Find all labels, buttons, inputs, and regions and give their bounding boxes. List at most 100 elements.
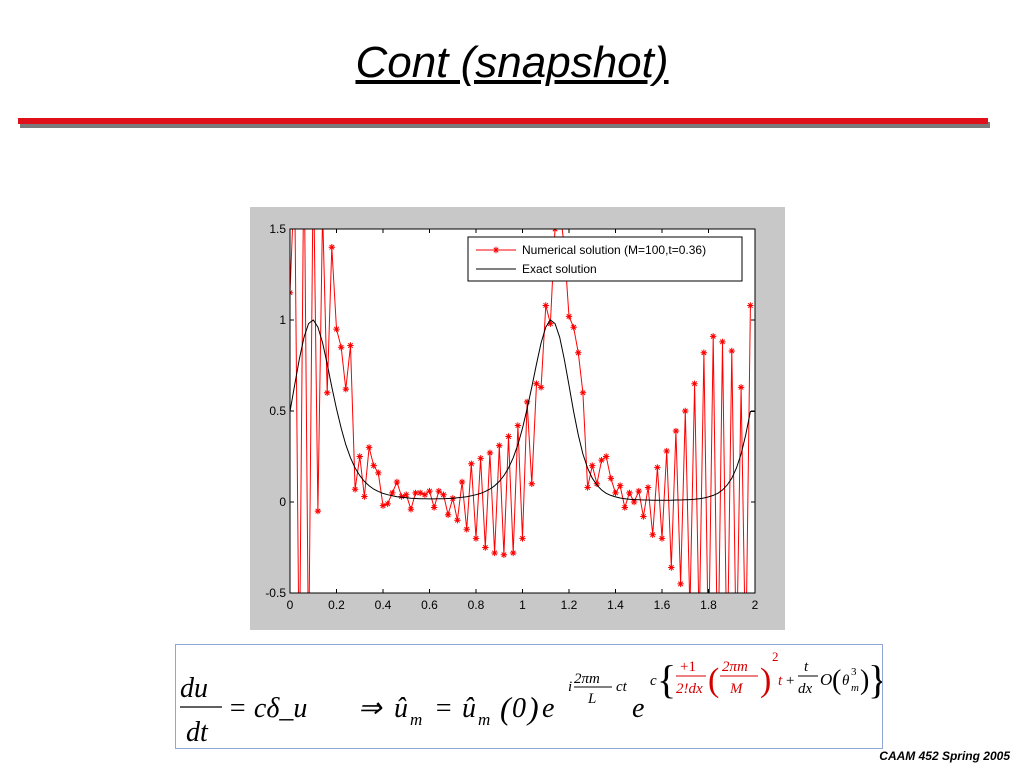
exp2-sub-m: m bbox=[851, 682, 859, 694]
numerical-point bbox=[384, 500, 391, 508]
numerical-point bbox=[630, 498, 638, 506]
numerical-point bbox=[593, 480, 601, 487]
exp2-O: O bbox=[820, 670, 832, 689]
numerical-point bbox=[654, 464, 661, 471]
numerical-point bbox=[477, 455, 484, 462]
exp2-paren2-close: ) bbox=[860, 665, 869, 696]
numerical-point bbox=[603, 453, 610, 460]
eq-lhs-num: du⃗ bbox=[180, 673, 230, 704]
exp2-brace-open: { bbox=[657, 657, 676, 702]
numerical-point bbox=[528, 480, 535, 487]
exp-i: i bbox=[568, 679, 572, 695]
numerical-point bbox=[444, 511, 452, 518]
numerical-point bbox=[668, 564, 675, 571]
numerical-point bbox=[440, 491, 447, 498]
numerical-point bbox=[393, 478, 401, 486]
eq-paren-close: ) bbox=[526, 690, 539, 726]
eq-e-2: e bbox=[632, 693, 644, 724]
y-tick-label: 0.5 bbox=[269, 404, 286, 418]
numerical-point bbox=[663, 447, 670, 455]
numerical-point bbox=[342, 385, 349, 393]
exp-L: L bbox=[587, 691, 596, 707]
numerical-point bbox=[486, 449, 494, 457]
eq-sub-m-2: m bbox=[478, 710, 490, 729]
numerical-point bbox=[640, 513, 647, 520]
numerical-point bbox=[389, 489, 396, 497]
numerical-point bbox=[407, 506, 415, 513]
numerical-solution-line bbox=[290, 229, 751, 593]
numerical-point bbox=[537, 384, 545, 391]
numerical-point bbox=[328, 244, 336, 251]
numerical-point bbox=[682, 407, 689, 415]
exp2-dx: dx bbox=[798, 681, 813, 697]
numerical-point bbox=[454, 517, 461, 524]
x-tick-label: 1.2 bbox=[561, 598, 578, 612]
numerical-point bbox=[547, 320, 554, 327]
exp2-c: c bbox=[650, 673, 657, 689]
equation: du⃗ dt = cδ_u⃗ ⇒ û m = û m ( 0 ) e i 2πm… bbox=[180, 649, 887, 748]
x-tick-label: 1 bbox=[519, 598, 526, 612]
numerical-point bbox=[430, 504, 438, 511]
footer: CAAM 452 Spring 2005 bbox=[879, 749, 1010, 763]
numerical-point bbox=[598, 456, 605, 464]
numerical-point bbox=[612, 489, 619, 497]
numerical-point bbox=[626, 489, 633, 497]
x-tick-label: 1.8 bbox=[700, 598, 717, 612]
exp2-p1: +1 bbox=[680, 659, 696, 675]
numerical-point bbox=[644, 484, 652, 491]
x-tick-label: 0.2 bbox=[328, 598, 345, 612]
eq-paren-open: ( bbox=[500, 690, 513, 726]
numerical-point bbox=[482, 544, 489, 551]
x-tick-label: 0.6 bbox=[421, 598, 438, 612]
eq-rhs: = cδ_u⃗ bbox=[228, 693, 329, 724]
numerical-point bbox=[472, 535, 480, 542]
numerical-point bbox=[565, 313, 573, 320]
numerical-point bbox=[417, 489, 424, 497]
numerical-point bbox=[621, 504, 628, 511]
slide-title: Cont (snapshot) bbox=[355, 38, 669, 87]
numerical-point bbox=[356, 453, 363, 460]
numerical-point bbox=[435, 487, 442, 495]
numerical-point bbox=[491, 549, 498, 557]
legend-box bbox=[467, 236, 743, 282]
title-rule bbox=[18, 118, 990, 128]
numerical-point bbox=[412, 489, 419, 497]
exp-2pim: 2πm bbox=[574, 671, 600, 687]
y-tick-label: 0 bbox=[279, 495, 286, 509]
numerical-point bbox=[557, 207, 563, 210]
numerical-point bbox=[379, 502, 387, 509]
chart: 0 0.2 0.4 0.6 0.8 1 1.2 1.4 1.6 1.8 2-0.500.511.5N… bbox=[265, 207, 758, 612]
eq-equals: = bbox=[434, 693, 453, 724]
plot-series-group bbox=[290, 207, 755, 593]
numerical-point bbox=[575, 349, 582, 356]
exp2-M: M bbox=[729, 681, 744, 697]
numerical-point bbox=[728, 347, 735, 355]
y-tick-label: -0.5 bbox=[265, 586, 286, 600]
exp-ct: ct bbox=[616, 679, 628, 695]
exp2-t: t bbox=[778, 673, 783, 689]
x-tick-label: 0 bbox=[287, 598, 294, 612]
numerical-point bbox=[519, 535, 526, 542]
numerical-point bbox=[570, 324, 577, 331]
eq-e-1: e bbox=[542, 693, 554, 724]
numerical-point bbox=[747, 302, 754, 309]
numerical-point bbox=[584, 484, 591, 491]
numerical-point bbox=[514, 422, 522, 429]
numerical-point bbox=[607, 475, 615, 482]
eq-uhat-2: û bbox=[462, 693, 476, 724]
numerical-point bbox=[370, 462, 377, 469]
numerical-point bbox=[500, 551, 508, 558]
exp2-paren2-open: ( bbox=[832, 665, 841, 696]
numerical-point bbox=[403, 491, 410, 498]
numerical-point bbox=[463, 526, 470, 533]
numerical-point bbox=[361, 493, 368, 500]
equation-box: du⃗ dt = cδ_u⃗ ⇒ û m = û m ( 0 ) e i 2πm… bbox=[175, 644, 887, 749]
eq-sub-m-1: m bbox=[410, 710, 422, 729]
numerical-point bbox=[649, 531, 656, 538]
exp2-plus: + bbox=[786, 673, 794, 689]
x-tick-label: 0.8 bbox=[468, 598, 485, 612]
exp2-paren-close: ) bbox=[760, 662, 771, 699]
numerical-point bbox=[375, 469, 382, 477]
numerical-point bbox=[737, 384, 745, 391]
x-tick-label: 0.4 bbox=[375, 598, 392, 612]
